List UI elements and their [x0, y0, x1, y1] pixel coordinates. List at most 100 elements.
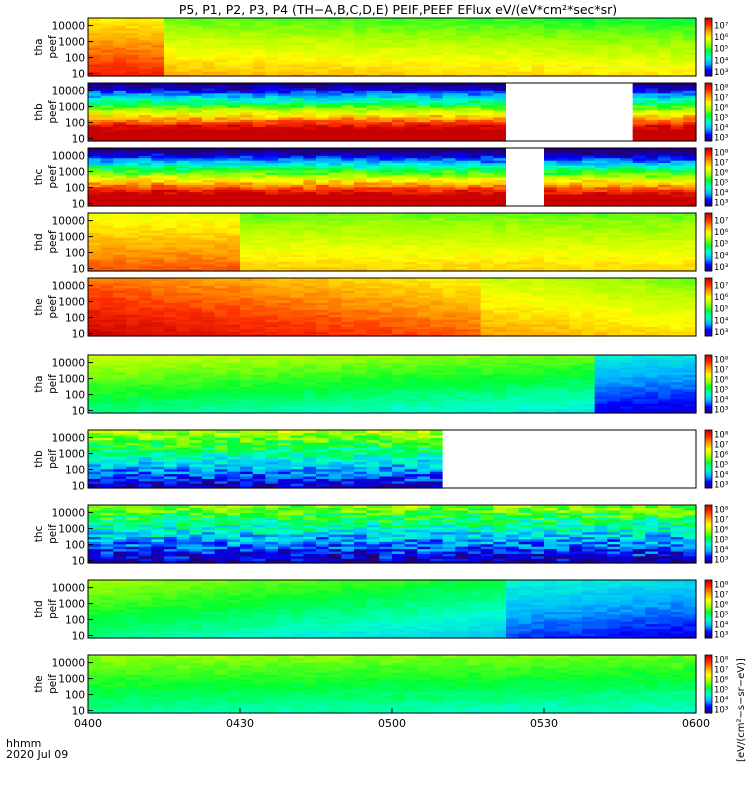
spectrogram-cell	[278, 184, 292, 188]
spectrogram-cell	[620, 112, 634, 116]
spectrogram-cell	[164, 174, 178, 178]
spectrogram-cell	[88, 133, 102, 137]
spectrogram-cell	[316, 59, 330, 63]
spectrogram-cell	[569, 18, 583, 22]
spectrogram-cell	[164, 177, 178, 181]
spectrogram-cell	[480, 263, 494, 267]
spectrogram-cell	[278, 22, 292, 26]
spectrogram-cell	[113, 287, 127, 291]
spectrogram-cell	[164, 25, 178, 29]
spectrogram-cell	[620, 225, 634, 229]
spectrogram-cell	[670, 155, 684, 159]
spectrogram-cell	[506, 193, 520, 197]
colorbar-segment	[705, 247, 712, 251]
spectrogram-cell	[556, 138, 570, 142]
spectrogram-cell	[442, 162, 456, 166]
colorbar-segment	[705, 202, 712, 205]
spectrogram-cell	[379, 227, 393, 231]
spectrogram-cell	[620, 213, 634, 217]
spectrogram-cell	[645, 229, 659, 233]
spectrogram-cell	[202, 121, 216, 125]
spectrogram-cell	[518, 112, 532, 116]
spectrogram-cell	[430, 121, 444, 125]
spectrogram-cell	[214, 109, 228, 113]
spectrogram-cell	[328, 131, 342, 135]
spectrogram-cell	[126, 138, 140, 142]
spectrogram-cell	[417, 201, 431, 205]
spectrogram-cell	[126, 119, 140, 123]
spectrogram-cell	[379, 172, 393, 176]
spectrogram-cell	[582, 258, 596, 262]
spectrogram-cell	[493, 227, 507, 231]
spectrogram-cell	[506, 32, 520, 36]
spectrogram-cell	[303, 251, 317, 255]
spectrogram-cell	[202, 59, 216, 63]
spectrogram-cell	[290, 61, 304, 65]
spectrogram-cell	[214, 186, 228, 190]
spectrogram-cell	[113, 124, 127, 128]
spectrogram-cell	[138, 246, 152, 250]
spectrogram-cell	[670, 237, 684, 241]
spectrogram-cell	[354, 92, 368, 96]
spectrogram-cell	[594, 128, 608, 132]
spectrogram-cell	[240, 37, 254, 41]
spectrogram-cell	[506, 213, 520, 217]
spectrogram-cell	[417, 254, 431, 258]
spectrogram-cell	[518, 138, 532, 142]
spectrogram-cell	[645, 44, 659, 48]
colorbar-tick-label: 10⁶	[714, 228, 729, 238]
spectrogram-cell	[493, 102, 507, 106]
spectrogram-cell	[442, 196, 456, 200]
spectrogram-cell	[252, 114, 266, 118]
spectrogram-cell	[430, 63, 444, 67]
spectrogram-cell	[683, 107, 697, 111]
spectrogram-cell	[442, 56, 456, 60]
spectrogram-cell	[404, 189, 418, 193]
spectrogram-cell	[316, 191, 330, 195]
spectrogram-cell	[594, 232, 608, 236]
spectrogram-cell	[455, 237, 469, 241]
spectrogram-cell	[126, 217, 140, 221]
spectrogram-cell	[430, 34, 444, 38]
spectrogram-cell	[670, 131, 684, 135]
spectrogram-cell	[455, 234, 469, 238]
spectrogram-cell	[430, 191, 444, 195]
spectrogram-cell	[151, 167, 165, 171]
spectrogram-cell	[442, 107, 456, 111]
spectrogram-cell	[252, 179, 266, 183]
spectrogram-cell	[366, 157, 380, 161]
spectrogram-cell	[645, 87, 659, 91]
spectrogram-cell	[518, 150, 532, 154]
spectrogram-cell	[468, 222, 482, 226]
spectrogram-cell	[582, 239, 596, 243]
spectrogram-cell	[670, 215, 684, 219]
spectrogram-cell	[670, 242, 684, 246]
spectrogram-cell	[632, 244, 646, 248]
spectrogram-cell	[607, 242, 621, 246]
spectrogram-cell	[569, 56, 583, 60]
spectrogram-cell	[366, 266, 380, 270]
spectrogram-cell	[316, 246, 330, 250]
colorbar-tick-label: 10⁶	[714, 33, 729, 43]
spectrogram-cell	[366, 87, 380, 91]
energy-tick-label: 10000	[52, 151, 85, 163]
spectrogram-cell	[582, 167, 596, 171]
spectrogram-cell	[468, 39, 482, 43]
spectrogram-cell	[290, 51, 304, 55]
spectrogram-cell	[468, 244, 482, 248]
spectrogram-cell	[354, 37, 368, 41]
spectrogram-cell	[658, 148, 672, 152]
spectrogram-cell	[227, 102, 241, 106]
spectrogram-cell	[113, 304, 127, 308]
spectrogram-cell	[493, 232, 507, 236]
spectrogram-cell	[126, 114, 140, 118]
spectrogram-cell	[316, 160, 330, 164]
spectrogram-cell	[113, 285, 127, 289]
spectrogram-cell	[366, 49, 380, 53]
energy-tick-label: 100	[65, 248, 85, 260]
spectrogram-cell	[252, 261, 266, 265]
spectrogram-cell	[417, 54, 431, 58]
spectrogram-cell	[506, 22, 520, 26]
spectrogram-cell	[569, 83, 583, 87]
spectrogram-cell	[430, 133, 444, 137]
